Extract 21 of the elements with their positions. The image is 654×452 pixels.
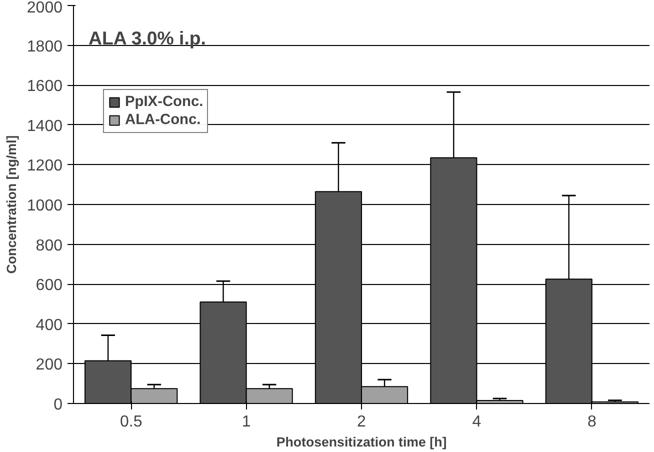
y-tick-label: 1800 xyxy=(26,38,63,56)
y-tick-label: 1400 xyxy=(26,118,63,135)
y-tick-label: 1200 xyxy=(26,158,63,175)
x-tick-label: 1 xyxy=(242,414,251,430)
y-tick-label: 1000 xyxy=(26,198,63,214)
annotation: ALA 3.0% i.p. xyxy=(88,28,206,48)
y-tick-label: 200 xyxy=(36,356,63,374)
y-tick-label: 0 xyxy=(54,396,63,414)
legend-label: ALA-Conc. xyxy=(125,112,201,128)
y-tick-label: 2000 xyxy=(26,0,63,16)
x-tick-label: 2 xyxy=(357,414,366,430)
x-axis-title: Photosensitization time [h] xyxy=(276,434,447,450)
legend-label: PpIX-Conc. xyxy=(125,94,204,110)
y-tick-label: 400 xyxy=(36,316,63,334)
y-tick-label: 600 xyxy=(36,277,63,294)
x-tick-label: 4 xyxy=(472,414,482,430)
x-tick-label: 0.5 xyxy=(120,414,142,430)
x-tick-label: 8 xyxy=(587,414,596,430)
y-tick-label: 800 xyxy=(36,237,63,254)
y-axis-title: Concentration [ng/ml] xyxy=(4,135,19,274)
y-tick-label: 1600 xyxy=(26,78,63,96)
